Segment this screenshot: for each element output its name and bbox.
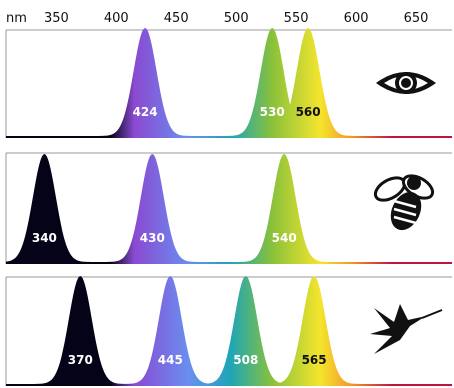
x-tick-label: 600	[344, 11, 369, 26]
x-tick-label: 550	[284, 11, 309, 26]
peak-label: 424	[133, 105, 158, 119]
peak-label: 340	[32, 231, 57, 245]
eye-iris	[395, 72, 417, 94]
x-tick-label: 500	[224, 11, 249, 26]
peak-label: 530	[260, 105, 285, 119]
spectrum-panel: 340 430 540	[5, 152, 452, 264]
x-axis-unit-label: nm	[6, 11, 27, 26]
bee-head	[407, 176, 421, 190]
x-tick-label: 650	[404, 11, 429, 26]
x-tick-label: 400	[104, 11, 129, 26]
bee-stripe	[393, 199, 417, 209]
eye-pupil-ring	[399, 76, 413, 90]
spectrum-panel: 370 445 508 565	[5, 276, 452, 386]
bee-stripe	[393, 207, 417, 217]
peak-label: 370	[68, 353, 93, 367]
x-tick-label: 350	[44, 11, 69, 26]
hummingbird-beak	[421, 309, 443, 319]
peak-label: 430	[140, 231, 165, 245]
peak-label: 445	[158, 353, 183, 367]
peak-label: 508	[233, 353, 258, 367]
spectrum-panel: 424 530 560	[5, 28, 452, 138]
bee-icon	[373, 174, 435, 231]
eye-icon	[376, 72, 436, 94]
x-axis: nm 350 400 450 500 550 600 650	[6, 11, 428, 26]
peak-label: 540	[272, 231, 297, 245]
peak-label: 565	[302, 353, 327, 367]
peak-label: 560	[296, 105, 321, 119]
hummingbird-body	[370, 304, 426, 354]
sensitivity-curve	[6, 154, 452, 264]
sensitivity-curve	[6, 276, 452, 386]
panels: 424 530 560 340 430 540 370 445 508 565	[5, 28, 452, 386]
hummingbird-icon	[370, 304, 443, 354]
bee-stripe	[393, 215, 417, 225]
x-tick-label: 450	[164, 11, 189, 26]
